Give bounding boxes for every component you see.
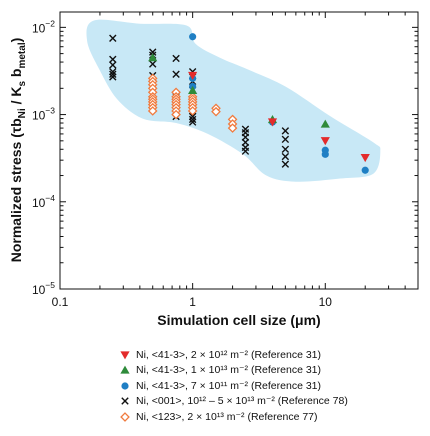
x-tick-label: 0.1	[52, 295, 69, 309]
point-x	[281, 145, 290, 153]
point-diamond-open	[171, 109, 181, 120]
y-tick-label: 10−4	[32, 193, 55, 210]
legend-item: Ni, <001>, 10¹² – 5 × 10¹³ m⁻² (Referenc…	[116, 394, 426, 410]
point-x	[148, 48, 157, 56]
point-x	[148, 60, 157, 68]
point-x	[281, 160, 290, 168]
legend-marker-circle	[116, 380, 134, 392]
point-diamond-open	[187, 106, 198, 116]
point-diamond-open	[147, 106, 158, 116]
data-points	[109, 33, 370, 174]
point-x	[241, 147, 250, 155]
x-axis-title: Simulation cell size (μm)	[157, 312, 320, 328]
point-x	[281, 127, 290, 135]
point-circle	[189, 33, 197, 41]
point-triangle-down	[188, 71, 198, 80]
legend-item: Ni, <41-3>, 7 × 10¹¹ m⁻² (Reference 31)	[116, 378, 426, 394]
point-diamond-open	[227, 123, 238, 133]
x-tick-label: 10	[319, 295, 333, 309]
y-tick-label: 10−3	[32, 106, 55, 123]
legend-label: Ni, <41-3>, 1 × 10¹³ m⁻² (Reference 31)	[136, 364, 321, 377]
legend-label: Ni, <41-3>, 2 × 10¹² m⁻² (Reference 31)	[136, 348, 321, 361]
y-tick-label: 10−2	[32, 18, 55, 35]
point-circle	[321, 150, 329, 158]
point-triangle-up	[188, 85, 198, 94]
point-triangle-up	[148, 53, 158, 62]
point-triangle-down	[360, 154, 370, 163]
point-x	[172, 54, 180, 63]
point-x	[188, 115, 197, 124]
point-x	[188, 112, 197, 121]
point-triangle-down	[267, 118, 278, 127]
legend-marker-triangle-down	[116, 349, 134, 361]
axis-ticks: 0.1 1 10 10−2 10−3 10−4 10−5	[32, 12, 419, 309]
point-x	[109, 55, 117, 64]
plot-frame	[59, 11, 419, 290]
point-x	[281, 152, 290, 161]
legend-item: Ni, <41-3>, 1 × 10¹³ m⁻² (Reference 31)	[116, 363, 426, 379]
y-axis-title: Normalized stress (τbNi / Ks bmetal)	[8, 38, 28, 263]
point-x	[109, 61, 117, 69]
point-triangle-up	[320, 119, 330, 128]
scatter-chart: 0.1 1 10 10−2 10−3 10−4 10−5 Simulation cell s…	[8, 11, 419, 328]
point-x	[281, 135, 290, 144]
y-tick-label: 10−5	[32, 280, 55, 297]
point-x	[188, 118, 197, 126]
legend-label: Ni, <001>, 10¹² – 5 × 10¹³ m⁻² (Referenc…	[136, 395, 348, 408]
point-x	[109, 34, 117, 42]
legend-label: Ni, <41-3>, 7 × 10¹¹ m⁻² (Reference 31)	[136, 379, 321, 392]
x-tick-label: 1	[189, 295, 196, 309]
legend-marker-diamond-open	[116, 411, 134, 423]
legend: Ni, <41-3>, 2 × 10¹² m⁻² (Reference 31) N…	[116, 347, 426, 425]
point-circle	[361, 166, 369, 174]
legend-item: Ni, <123>, 2 × 10¹³ m⁻² (Reference 77)	[116, 409, 426, 425]
point-x	[172, 70, 180, 78]
point-diamond-open	[211, 106, 221, 117]
point-x	[109, 70, 117, 78]
legend-label: Ni, <123>, 2 × 10¹³ m⁻² (Reference 77)	[136, 410, 318, 423]
point-x	[109, 73, 117, 81]
shaded-band	[86, 19, 381, 182]
legend-item: Ni, <41-3>, 2 × 10¹² m⁻² (Reference 31)	[116, 347, 426, 363]
point-triangle-down	[320, 137, 330, 146]
legend-marker-x	[116, 395, 134, 407]
legend-marker-triangle-up	[116, 364, 134, 376]
